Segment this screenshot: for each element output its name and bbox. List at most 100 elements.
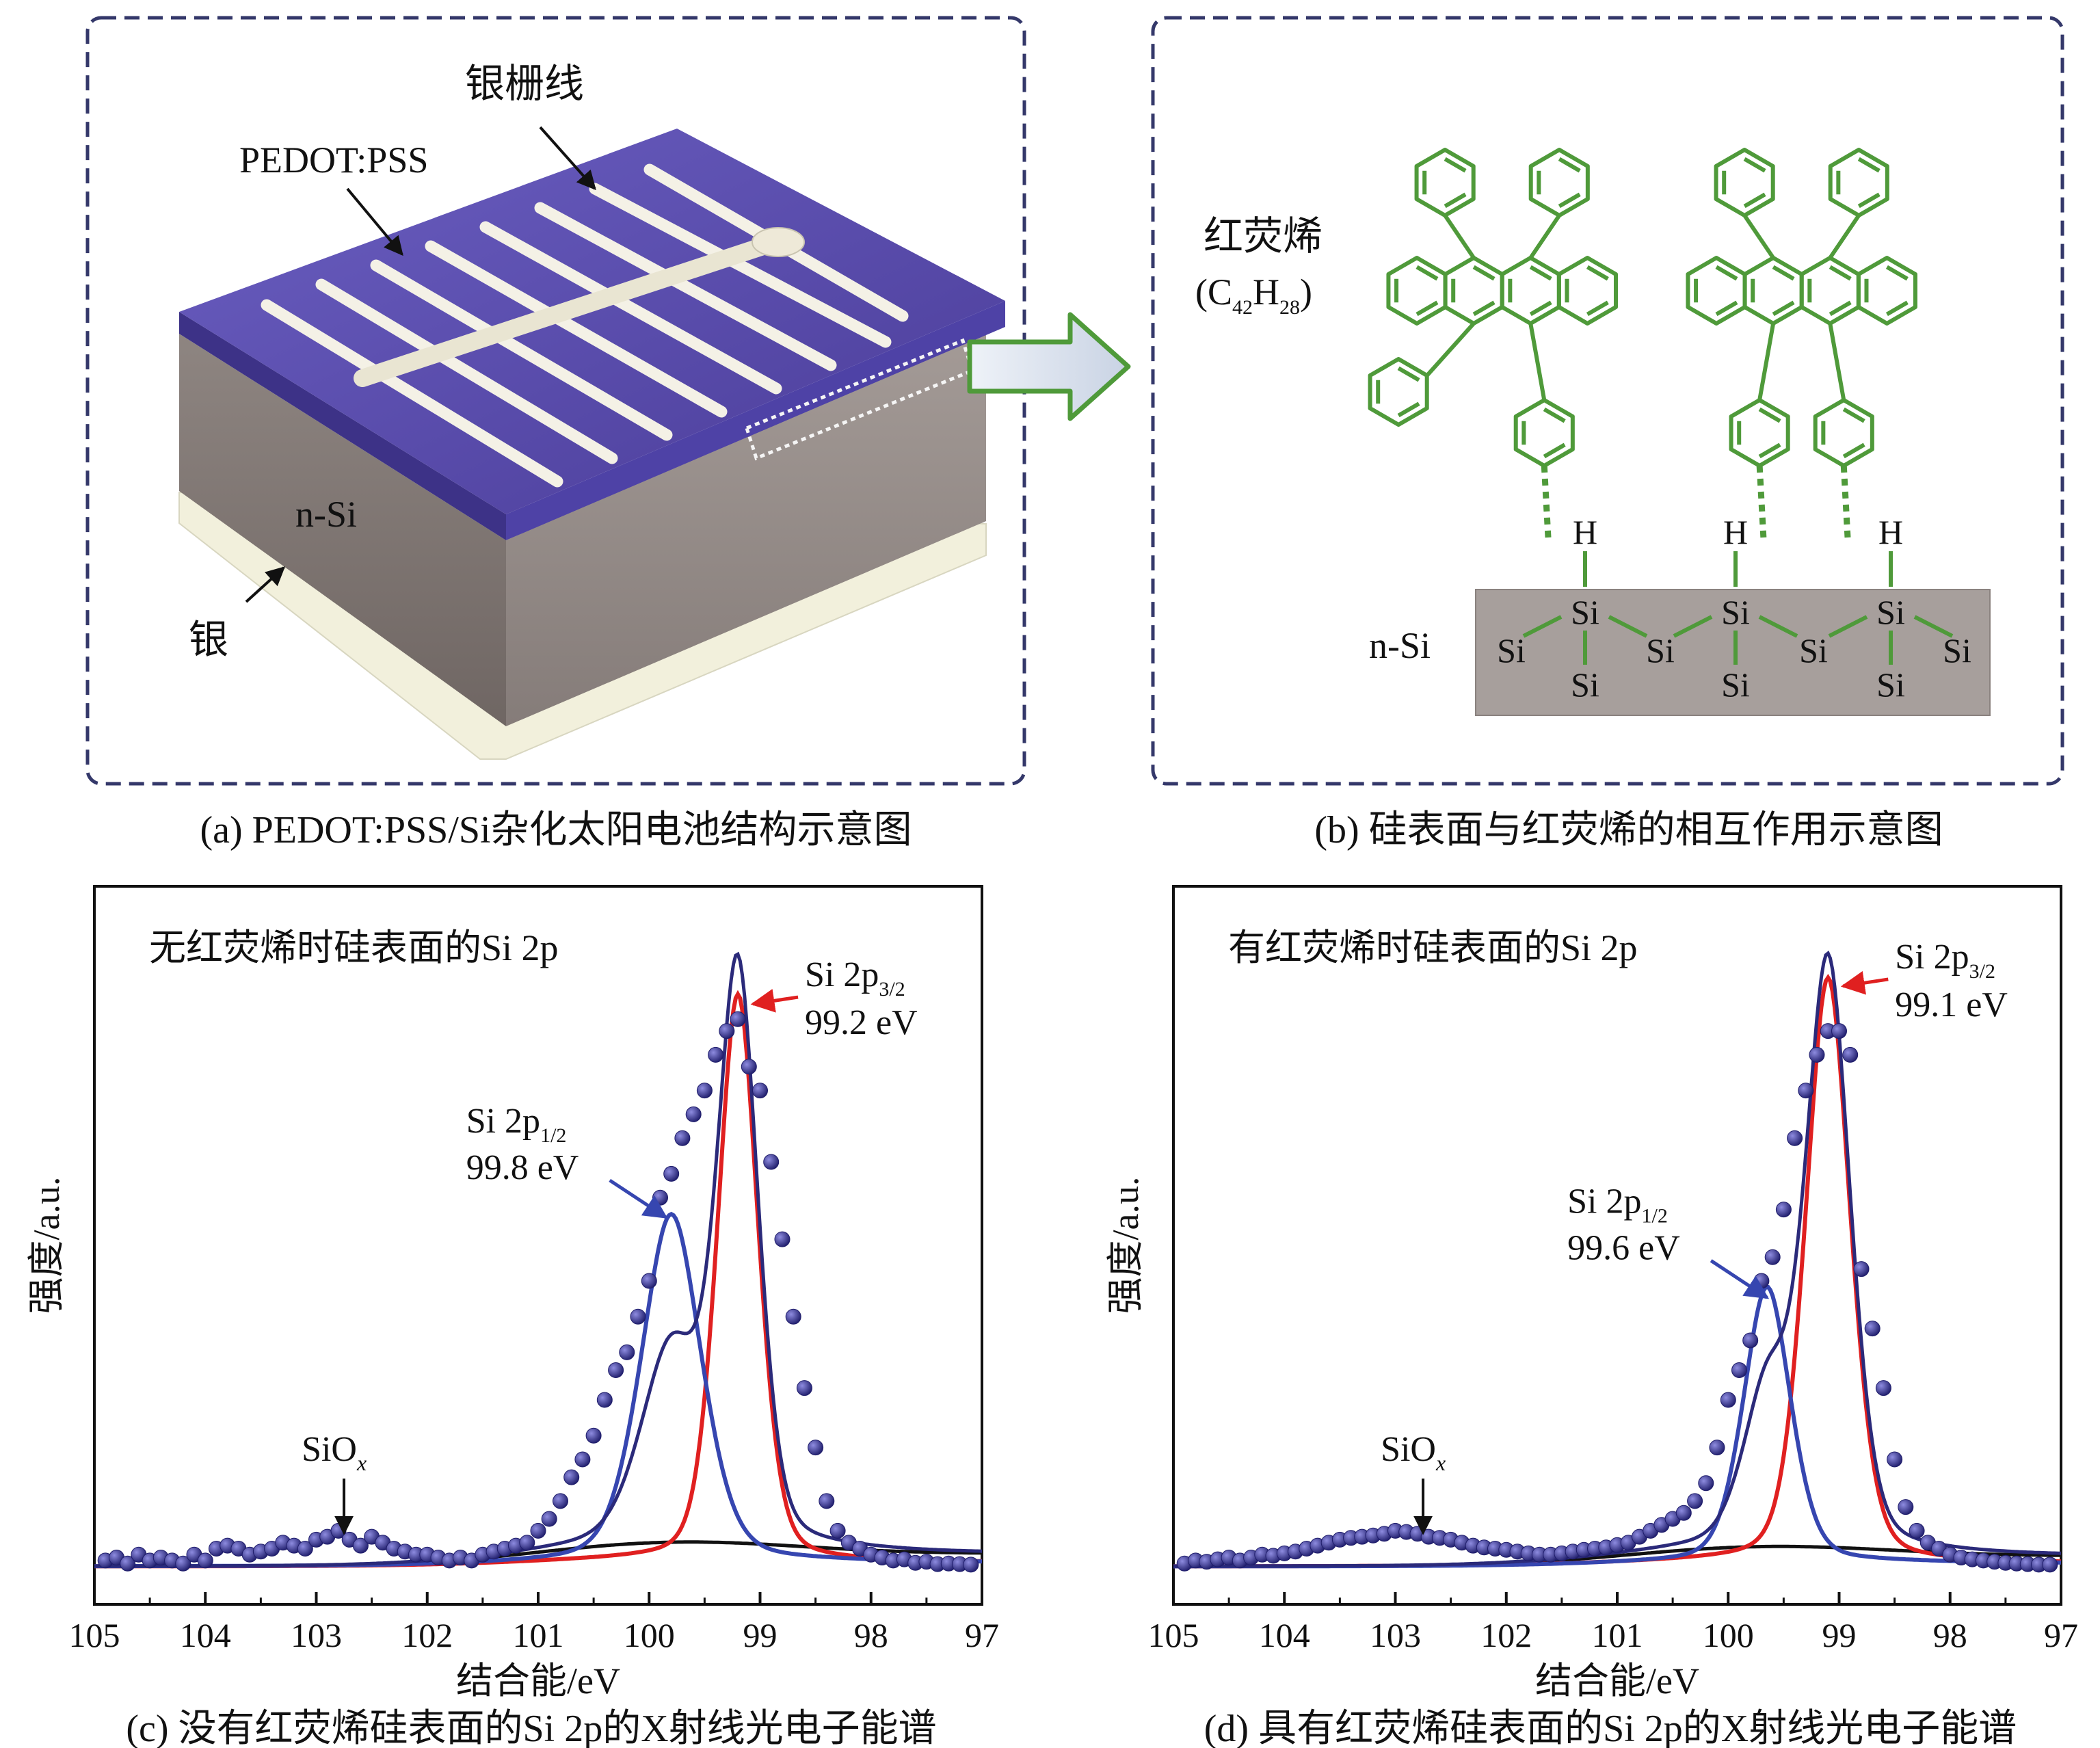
zoom-arrow bbox=[967, 312, 1131, 421]
siox-label: SiOx bbox=[302, 1430, 367, 1475]
data-point bbox=[785, 1308, 801, 1325]
phenyl-ring bbox=[1368, 357, 1429, 427]
data-point bbox=[352, 1537, 369, 1554]
peak-1-2-arrow bbox=[609, 1178, 668, 1219]
data-point bbox=[763, 1154, 780, 1170]
si-si-bond bbox=[1522, 615, 1563, 638]
x-tick-label: 102 bbox=[401, 1616, 453, 1654]
data-point bbox=[1775, 1202, 1792, 1218]
phenyl-ring-double-bond bbox=[1558, 157, 1581, 173]
pedot-top bbox=[179, 129, 1005, 514]
x-tick-label: 97 bbox=[965, 1616, 999, 1654]
data-point bbox=[1709, 1440, 1725, 1456]
si-atom: Si bbox=[1497, 631, 1526, 670]
si-substrate bbox=[1475, 589, 1991, 716]
peak-1-2-label: Si 2p1/2 bbox=[1567, 1182, 1668, 1227]
data-point bbox=[541, 1511, 557, 1527]
nsi-label-b: n-Si bbox=[1369, 625, 1431, 666]
chart-caption: (c) 没有红荧烯硅表面的Si 2p的X射线光电子能谱 bbox=[126, 1708, 936, 1748]
grid-pointer-arrow bbox=[539, 126, 596, 191]
hydrogen-interaction bbox=[1541, 465, 1552, 542]
data-point bbox=[530, 1522, 546, 1539]
data-point bbox=[696, 1083, 713, 1099]
pedot-side bbox=[179, 312, 506, 540]
rubrene-name: 红荧烯 bbox=[1204, 214, 1323, 259]
phenyl-ring bbox=[1714, 148, 1775, 217]
hydrogen-atom: H bbox=[1723, 513, 1748, 551]
hydrogen-interaction bbox=[1840, 465, 1851, 542]
x-tick-label: 105 bbox=[1148, 1616, 1199, 1654]
data-point bbox=[1831, 1023, 1847, 1039]
x-tick-label: 103 bbox=[291, 1616, 342, 1654]
pedot-pointer-arrow bbox=[346, 187, 403, 256]
data-point bbox=[563, 1469, 580, 1485]
data-point bbox=[1753, 1273, 1770, 1289]
silver-busbar bbox=[354, 235, 778, 387]
phenyl-ring bbox=[1828, 148, 1889, 217]
tetracene-ring-double-bond bbox=[1472, 300, 1496, 317]
peak-1-2-energy: 99.6 eV bbox=[1567, 1228, 1680, 1267]
data-point bbox=[1842, 1046, 1859, 1063]
si-si-bond bbox=[1673, 615, 1713, 638]
data-point bbox=[808, 1440, 824, 1456]
x-tick-label: 97 bbox=[2044, 1616, 2078, 1654]
pedot-label: PEDOT:PSS bbox=[239, 140, 428, 181]
peak-3-2-arrow bbox=[1840, 970, 1889, 995]
data-point bbox=[519, 1535, 535, 1551]
si-atom: Si bbox=[1721, 593, 1750, 631]
x-tick-label: 98 bbox=[854, 1616, 888, 1654]
data-point bbox=[1853, 1261, 1870, 1277]
peak-3-2-label: Si 2p3/2 bbox=[805, 955, 905, 1001]
data-point bbox=[630, 1308, 646, 1325]
phenyl-ring-double-bond bbox=[1543, 442, 1566, 459]
data-point bbox=[1887, 1451, 1903, 1468]
data-point bbox=[796, 1380, 812, 1396]
si-atom: Si bbox=[1646, 631, 1675, 670]
x-tick-label: 98 bbox=[1933, 1616, 1967, 1654]
chart-d: 105 104 103 102 101 100 99 98 97 结合能/eV 强度/a.u. 有红荧… bbox=[1105, 885, 2078, 1748]
tetracene-ring-double-bond bbox=[1829, 300, 1852, 317]
y-axis-label: 强度/a.u. bbox=[26, 1177, 67, 1314]
tetracene-ring-double-bond bbox=[1885, 300, 1909, 317]
si-si-bond bbox=[1608, 615, 1648, 638]
phenyl-ring-double-bond bbox=[1842, 442, 1865, 459]
rubrene-formula: (C42H28) bbox=[1195, 272, 1312, 319]
data-point bbox=[641, 1273, 657, 1289]
data-point bbox=[719, 1023, 735, 1039]
grid-label: 银栅线 bbox=[465, 62, 584, 106]
phenyl-bond bbox=[1443, 214, 1476, 259]
x-tick-label: 104 bbox=[1259, 1616, 1310, 1654]
data-point bbox=[741, 1059, 757, 1075]
si-atom: Si bbox=[1571, 593, 1599, 631]
siox-label: SiOx bbox=[1381, 1430, 1446, 1475]
phenyl-bond bbox=[1425, 321, 1476, 378]
tetracene-ring bbox=[1556, 256, 1618, 326]
phenyl-ring-double-bond bbox=[1444, 157, 1467, 173]
data-point bbox=[685, 1106, 702, 1122]
panel-a-frame bbox=[85, 16, 1026, 786]
data-point bbox=[1698, 1475, 1714, 1492]
data-point bbox=[752, 1083, 768, 1099]
si-si-bond bbox=[1758, 615, 1798, 638]
tetracene-ring-double-bond bbox=[1715, 300, 1738, 317]
chart-caption: (d) 具有红荧烯硅表面的Si 2p的X射线光电子能谱 bbox=[1204, 1708, 2017, 1748]
phenyl-ring-double-bond bbox=[1397, 366, 1420, 382]
tetracene-ring-double-bond bbox=[1472, 265, 1496, 281]
si-si-bond bbox=[1828, 615, 1868, 638]
tetracene-ring-double-bond bbox=[1586, 300, 1609, 317]
data-point bbox=[1898, 1499, 1914, 1515]
data-point bbox=[1909, 1522, 1925, 1539]
panel-b: 红荧烯 (C42H28) n-Si H Si Si H Si Si H Si Si Si Si Si S… bbox=[1151, 16, 2064, 851]
data-point bbox=[2042, 1557, 2058, 1573]
data-point bbox=[120, 1555, 136, 1572]
tetracene-ring bbox=[1856, 256, 1917, 326]
data-point bbox=[197, 1552, 213, 1569]
y-axis-label: 强度/a.u. bbox=[1105, 1177, 1146, 1314]
nsi-front-face bbox=[506, 328, 986, 726]
hydrogen-interaction bbox=[1756, 465, 1767, 542]
peak-1-2-energy: 99.8 eV bbox=[466, 1148, 579, 1187]
phenyl-ring bbox=[1528, 148, 1590, 217]
zoom-region bbox=[744, 338, 975, 461]
chart-c: 105 104 103 102 101 100 99 98 97 结合能/eV 强度/a.u. 无红荧… bbox=[26, 885, 999, 1748]
silver-label: 银 bbox=[189, 618, 228, 662]
